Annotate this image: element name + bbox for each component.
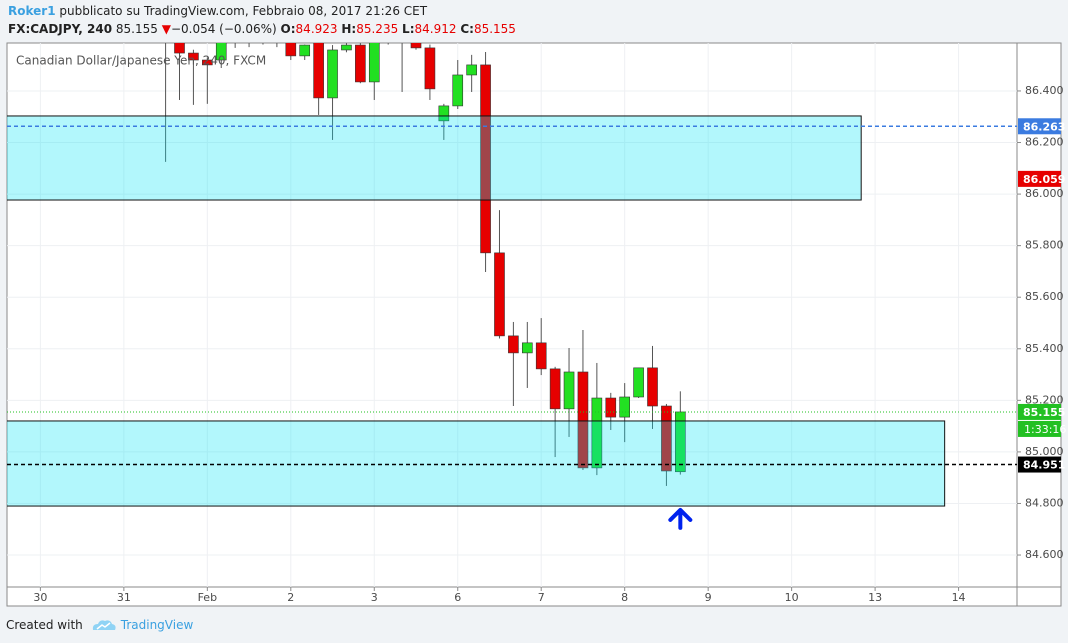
symbol: FX:CADJPY, 240 — [8, 22, 113, 36]
y-tick-label: 84.800 — [1025, 496, 1064, 509]
h: 85.235 — [356, 22, 399, 36]
candle-body — [633, 367, 644, 398]
chart-frame — [6, 42, 1062, 607]
countdown-bg — [1018, 420, 1061, 437]
c-label: C: — [460, 22, 474, 36]
candle-body — [188, 52, 199, 61]
o-label: O: — [280, 22, 296, 36]
x-tick-label: 14 — [952, 591, 966, 604]
footer: Created with TradingView — [6, 617, 193, 633]
candle-body — [494, 252, 505, 337]
l-label: L: — [402, 22, 415, 36]
chart-title: Canadian Dollar/Japanese Yen, 240, FXCM — [16, 54, 266, 68]
chart: Canadian Dollar/Japanese Yen, 240, FXCM … — [6, 26, 1066, 607]
price-label-bg — [1018, 456, 1061, 473]
y-tick-label: 84.600 — [1025, 548, 1064, 561]
symbol-line: FX:CADJPY, 240 85.155 ▼−0.054 (−0.06%) O… — [8, 22, 516, 36]
candle-body — [508, 335, 519, 354]
o: 84.923 — [295, 22, 338, 36]
candle-body — [535, 342, 547, 370]
x-tick-label: 6 — [454, 591, 461, 604]
change-arrow: ▼ — [161, 22, 171, 36]
candle-body — [368, 43, 380, 83]
change: −0.054 (−0.06%) — [170, 22, 277, 36]
y-tick-label: 86.000 — [1025, 187, 1064, 200]
candle-body — [577, 371, 589, 469]
x-tick-label: 30 — [33, 591, 47, 604]
candle-body — [215, 43, 227, 61]
candle-body — [355, 44, 366, 83]
created-with: Created with — [6, 618, 83, 632]
x-tick-label: 9 — [705, 591, 712, 604]
candle-body — [397, 34, 407, 39]
candle-body — [563, 371, 575, 410]
candle-body — [174, 43, 185, 54]
candle-body — [452, 74, 464, 107]
candle-body — [466, 64, 477, 76]
candle-body — [591, 397, 603, 469]
candle-body — [521, 342, 533, 354]
x-tick-label: 3 — [371, 591, 378, 604]
price-label-bg — [1018, 118, 1061, 135]
y-tick-label: 85.800 — [1025, 239, 1064, 252]
price-label: 84.951 — [1023, 459, 1065, 472]
candle-body — [480, 64, 491, 254]
candle-body — [549, 368, 561, 410]
c: 85.155 — [473, 22, 516, 36]
candle-body — [327, 49, 338, 99]
publish-line: Roker1 pubblicato su TradingView.com, Fe… — [8, 4, 427, 18]
x-tick-label: 10 — [785, 591, 799, 604]
y-tick-label: 85.200 — [1025, 393, 1064, 406]
candle-body — [410, 43, 422, 49]
candle-body — [299, 44, 311, 57]
brand[interactable]: TradingView — [120, 618, 194, 632]
author[interactable]: Roker1 — [8, 4, 56, 18]
y-tick-label: 86.200 — [1025, 136, 1064, 149]
x-tick-label: 31 — [117, 591, 131, 604]
y-tick-label: 85.600 — [1025, 290, 1064, 303]
price-label: 86.263 — [1023, 120, 1065, 133]
x-tick-label: 8 — [621, 591, 628, 604]
candle-body — [202, 59, 213, 66]
zone — [7, 420, 946, 507]
published: pubblicato su TradingView.com, Febbraio … — [59, 4, 428, 18]
zone — [7, 115, 862, 201]
logo — [92, 620, 116, 630]
candle-body — [661, 405, 672, 472]
h-label: H: — [341, 22, 357, 36]
candle-body — [438, 105, 450, 122]
candle-body — [258, 29, 268, 34]
y-tick-label: 85.000 — [1025, 445, 1064, 458]
x-tick-label: Feb — [198, 591, 217, 604]
candle-body — [424, 47, 436, 90]
candle-body — [675, 411, 686, 473]
candle-body — [230, 29, 240, 34]
candle-body — [383, 26, 393, 34]
x-tick-label: 7 — [538, 591, 545, 604]
candle-body — [161, 26, 171, 34]
candle-body — [341, 44, 352, 51]
l: 84.912 — [414, 22, 457, 36]
price-label-bg — [1018, 170, 1061, 187]
candle-body — [605, 397, 617, 418]
candle-body — [272, 29, 282, 34]
price-label-bg — [1018, 403, 1061, 420]
candle-body — [313, 43, 324, 99]
y-tick-label: 85.400 — [1025, 342, 1064, 355]
candle-body — [244, 29, 254, 34]
countdown: 1:33:16 — [1024, 423, 1066, 436]
x-tick-label: 2 — [287, 591, 294, 604]
arrow — [668, 507, 693, 530]
x-tick-label: 13 — [868, 591, 882, 604]
last: 85.155 — [115, 22, 158, 36]
candle-body — [647, 367, 658, 407]
candle-body — [619, 396, 630, 418]
y-tick-label: 86.400 — [1025, 84, 1064, 97]
price-label: 85.155 — [1023, 406, 1065, 419]
price-label: 86.059 — [1023, 173, 1065, 186]
candle-body — [285, 43, 297, 57]
